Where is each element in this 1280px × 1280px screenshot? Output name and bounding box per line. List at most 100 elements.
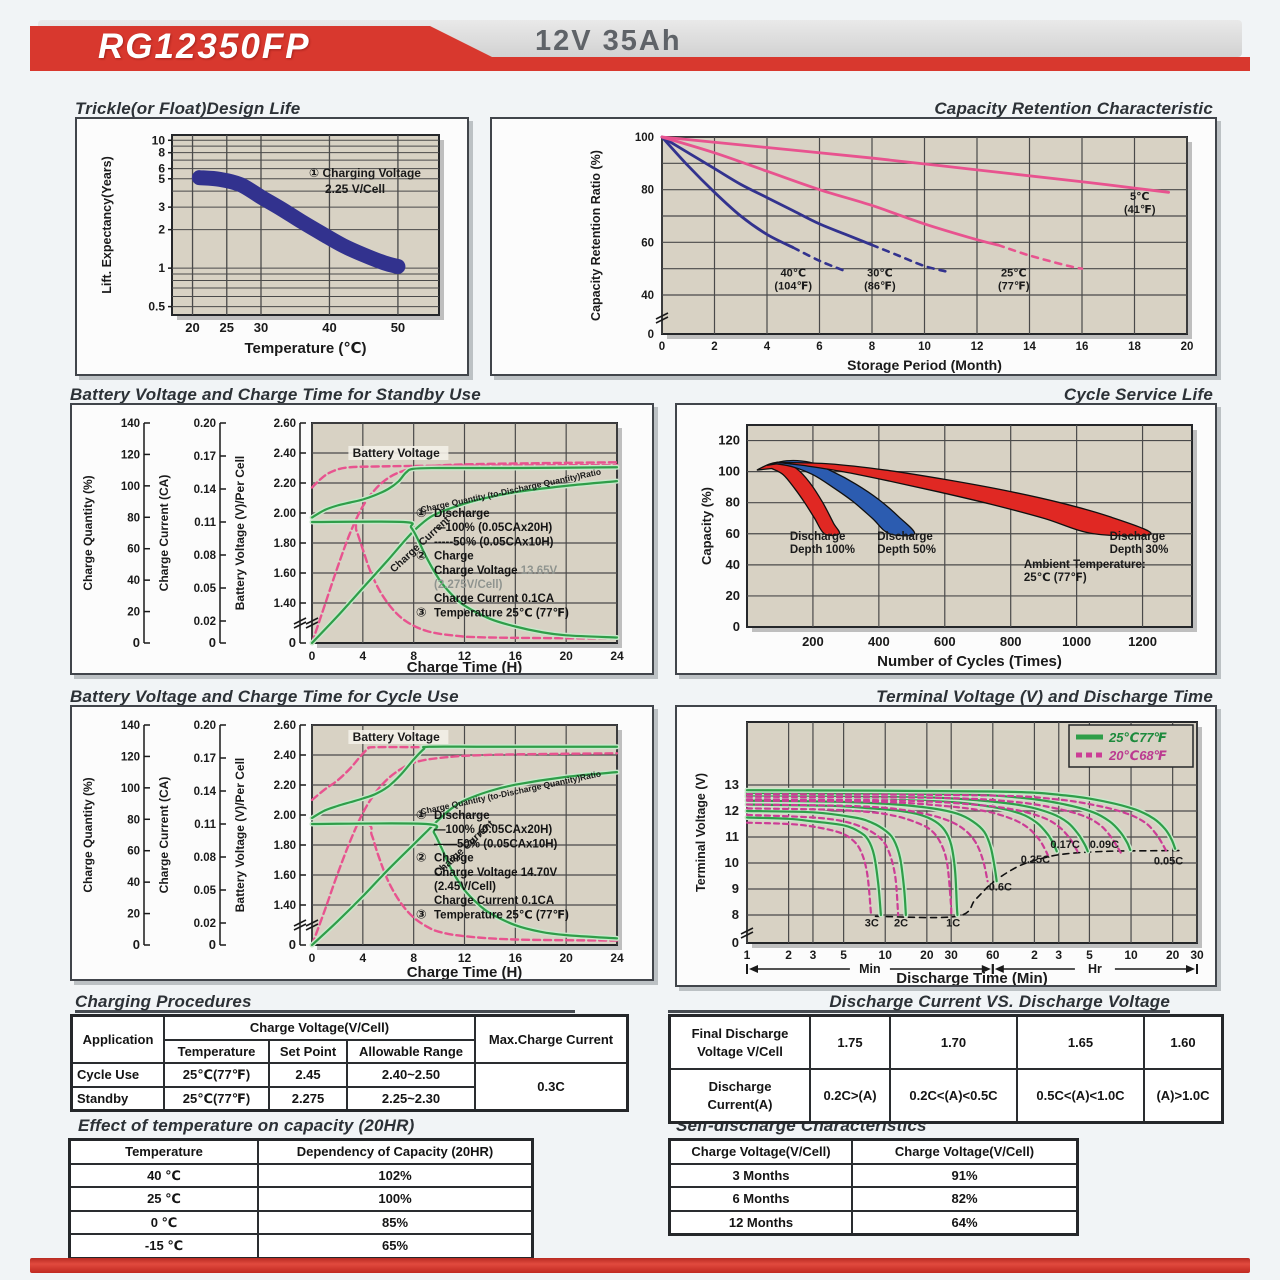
table-cell: Charge Voltage(V/Cell) — [851, 1138, 1079, 1165]
y-axis-label: Terminal Voltage (V) — [694, 773, 708, 892]
standby-title: Battery Voltage and Charge Time for Stan… — [70, 385, 481, 404]
discharge-title-bar: Discharge Current VS. Discharge Voltage — [668, 988, 1170, 1013]
series-label: 25℃ — [1001, 268, 1027, 280]
arrowhead-left — [994, 965, 1004, 973]
y-tick-label: 0.5 — [148, 300, 165, 314]
x-tick-label: 20 — [920, 948, 934, 962]
axis-tick-label: 0.11 — [194, 517, 216, 529]
y-tick-label: 80 — [641, 185, 654, 197]
x-tick-label: 4 — [359, 649, 366, 663]
x-tick-label: 1000 — [1062, 634, 1091, 649]
x-tick-label: 5 — [840, 948, 847, 962]
time-unit-label: Hr — [1088, 962, 1102, 976]
table-cell: 0 ℃ — [68, 1209, 259, 1236]
x-tick-label: 16 — [1076, 341, 1089, 353]
axis-tick-label: 1.40 — [274, 598, 296, 610]
terminal-chart-panel: 3C 2C 1C 0.6C 0.25C 0.17C 0.09C 0.05C 25℃77℉ 20℃6… — [675, 705, 1217, 987]
axis-tick-label: 100 — [121, 481, 140, 493]
legend-marker: ③ — [416, 907, 427, 921]
discharge-curve-20c — [745, 798, 1080, 855]
x-tick-label: 25 — [220, 320, 234, 335]
axis-tick-label: 1.60 — [274, 568, 296, 580]
cyclelife-chart-panel: Discharge Depth 100% Discharge Depth 50% Dis… — [675, 403, 1217, 675]
retention-curve-dashed — [996, 243, 1084, 270]
charge-quantity-100 — [310, 771, 619, 947]
legend-line: Charge Voltage 14.70V — [434, 867, 557, 879]
table-cell: 65% — [257, 1233, 534, 1260]
axis-tick-label: 0.20 — [194, 720, 216, 732]
axis-break-mark — [305, 919, 319, 927]
x-tick-label: 2 — [785, 948, 792, 962]
charge-current-100 — [310, 520, 619, 639]
axis-tick-label: 2.40 — [274, 750, 296, 762]
x-axis-label: Temperature (℃) — [244, 340, 366, 357]
axis-tick-label: 0 — [209, 937, 216, 952]
rate-label: 1C — [946, 918, 960, 930]
table-row: 40 ℃ 102% — [68, 1162, 534, 1189]
axis-tick-label: 0 — [133, 937, 140, 952]
discharge-curve-20c — [745, 813, 900, 917]
table-cell: 91% — [851, 1162, 1079, 1189]
series-label: (104℉) — [774, 281, 812, 293]
table-row: 3 Months 91% — [668, 1162, 1079, 1189]
axis-label: Charge Current (CA) — [157, 475, 171, 592]
table-cell: (A)>1.0C — [1143, 1068, 1224, 1124]
effect-title-bar: Effect of temperature on capacity (20HR) — [78, 1112, 518, 1134]
discharge-curve-25c — [745, 799, 998, 883]
x-tick-label: 24 — [610, 649, 624, 663]
x-tick-label: 20 — [1166, 948, 1180, 962]
x-tick-label: 3 — [810, 948, 817, 962]
y-axis-label: Lift. Expectancy(Years) — [100, 156, 114, 294]
y-tick-label: 60 — [726, 526, 740, 541]
design-life-band — [191, 170, 406, 274]
table-cell: Standby — [70, 1085, 165, 1112]
x-tick-label: 4 — [764, 341, 771, 353]
axis-break-mark — [293, 923, 307, 931]
standby-chart-panel: 0 20 40 60 80 100 120 140 Charge Quantity (%) 0 0.… — [70, 403, 654, 675]
table-cell: -15 ℃ — [68, 1233, 259, 1260]
y-tick-label: 20 — [726, 588, 740, 603]
retention-curve — [660, 135, 1171, 194]
x-axis-label: Discharge Time (Min) — [896, 970, 1047, 985]
y-tick-label: 10 — [152, 133, 166, 147]
table-row: Final Discharge Voltage V/Cell 1.75 1.70 1.6… — [668, 1014, 1224, 1071]
series-label: (86℉) — [864, 281, 896, 293]
cycleuse-title: Battery Voltage and Charge Time for Cycl… — [70, 687, 459, 706]
x-tick-label: 8 — [869, 341, 876, 353]
axis-tick-label: 140 — [121, 418, 140, 430]
axis-tick-label: 2.00 — [274, 508, 296, 520]
band-label: Discharge — [790, 531, 846, 543]
table-cell: 6 Months — [668, 1186, 853, 1212]
cyclelife-title: Cycle Service Life — [1063, 385, 1213, 404]
axis-tick-label: 40 — [127, 575, 140, 587]
charge-quantity-100 — [310, 480, 619, 645]
table-cell: Discharge Current(A) — [668, 1068, 811, 1124]
arrowhead-left — [749, 965, 758, 973]
x-tick-label: 1 — [744, 948, 751, 962]
retention-curve — [660, 135, 795, 249]
table-row: 12 Months 64% — [668, 1209, 1079, 1236]
axis-tick-label: 20 — [127, 909, 140, 921]
arrowhead-right — [981, 965, 991, 973]
discharge-curve-20c — [745, 799, 1049, 857]
table-cell: Cycle Use — [70, 1062, 165, 1088]
retention-chart-svg: 40℃(104℉)30℃(86℉)25℃(77℉)5℃(41℉)10080604… — [589, 132, 1193, 373]
rate-label: 0.17C — [1050, 839, 1079, 851]
table-row: 0 ℃ 85% — [68, 1209, 534, 1236]
discharge-curve-25c — [745, 809, 907, 917]
table-cell: 2.275 — [268, 1085, 348, 1112]
legend-box — [1068, 724, 1194, 768]
trickle-chart-svg: 108 65 3 2 1 0.5 20 25 30 40 50 Temperature (℃) Lift… — [100, 133, 444, 357]
legend-line: Discharge — [434, 810, 490, 822]
rate-label: 2C — [894, 918, 908, 930]
axis-tick-label: 0.02 — [194, 616, 216, 628]
y-tick-label: 40 — [726, 557, 740, 572]
legend-line: Charge Current 0.1CA — [434, 895, 554, 907]
y-axis-label: Capacity (%) — [699, 487, 714, 565]
series-label: 40℃ — [780, 268, 806, 280]
series-label: 5℃ — [1130, 191, 1149, 203]
table-cell: 2.25~2.30 — [346, 1085, 476, 1112]
x-axis-label: Charge Time (H) — [407, 964, 523, 979]
axis-tick-label: 0.08 — [194, 852, 217, 864]
